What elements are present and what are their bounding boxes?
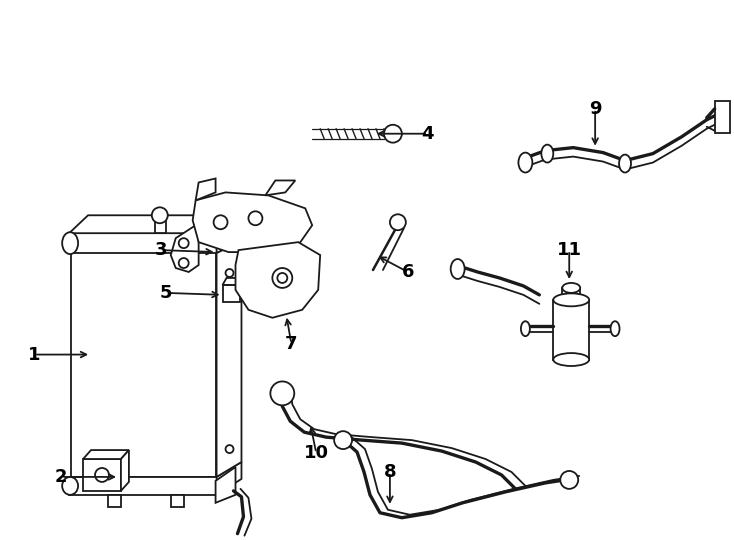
Text: 3: 3 bbox=[155, 241, 167, 259]
Circle shape bbox=[277, 273, 287, 283]
Ellipse shape bbox=[451, 259, 465, 279]
Ellipse shape bbox=[518, 153, 532, 172]
Ellipse shape bbox=[619, 154, 631, 172]
Text: 11: 11 bbox=[556, 241, 582, 259]
Circle shape bbox=[152, 207, 168, 223]
Polygon shape bbox=[121, 450, 129, 491]
Polygon shape bbox=[266, 180, 295, 195]
Polygon shape bbox=[715, 101, 730, 133]
Circle shape bbox=[225, 445, 233, 453]
Text: 6: 6 bbox=[401, 263, 414, 281]
Ellipse shape bbox=[553, 293, 589, 306]
Ellipse shape bbox=[542, 145, 553, 163]
Circle shape bbox=[384, 125, 402, 143]
Polygon shape bbox=[83, 450, 129, 459]
Ellipse shape bbox=[562, 283, 580, 293]
Polygon shape bbox=[192, 192, 312, 252]
Polygon shape bbox=[217, 462, 241, 495]
Text: 2: 2 bbox=[55, 468, 68, 486]
Text: 5: 5 bbox=[159, 284, 172, 302]
Polygon shape bbox=[196, 179, 216, 200]
Polygon shape bbox=[71, 250, 216, 477]
Circle shape bbox=[214, 215, 228, 229]
Polygon shape bbox=[171, 225, 199, 272]
Circle shape bbox=[390, 214, 406, 230]
Polygon shape bbox=[216, 467, 236, 503]
Polygon shape bbox=[222, 285, 241, 302]
Circle shape bbox=[225, 269, 233, 277]
Ellipse shape bbox=[611, 321, 619, 336]
Polygon shape bbox=[562, 288, 580, 300]
Polygon shape bbox=[553, 300, 589, 360]
Polygon shape bbox=[217, 241, 241, 477]
Polygon shape bbox=[69, 477, 217, 495]
Ellipse shape bbox=[553, 353, 589, 366]
Polygon shape bbox=[69, 233, 217, 253]
Polygon shape bbox=[155, 221, 166, 233]
Text: 10: 10 bbox=[304, 444, 329, 462]
Text: 7: 7 bbox=[285, 335, 297, 353]
Polygon shape bbox=[222, 278, 244, 285]
Text: 8: 8 bbox=[384, 463, 396, 481]
Text: 9: 9 bbox=[589, 100, 601, 118]
Polygon shape bbox=[217, 215, 241, 253]
Polygon shape bbox=[236, 242, 320, 318]
Circle shape bbox=[178, 258, 189, 268]
Circle shape bbox=[270, 381, 294, 406]
Polygon shape bbox=[83, 459, 121, 491]
Polygon shape bbox=[171, 495, 184, 507]
Polygon shape bbox=[69, 215, 241, 233]
Circle shape bbox=[272, 268, 292, 288]
Ellipse shape bbox=[62, 232, 78, 254]
Polygon shape bbox=[108, 495, 121, 507]
Circle shape bbox=[95, 468, 109, 482]
Ellipse shape bbox=[62, 477, 78, 495]
Circle shape bbox=[178, 238, 189, 248]
Text: 4: 4 bbox=[421, 125, 434, 143]
Text: 1: 1 bbox=[28, 346, 40, 363]
Circle shape bbox=[334, 431, 352, 449]
Circle shape bbox=[248, 211, 262, 225]
Circle shape bbox=[560, 471, 578, 489]
Ellipse shape bbox=[521, 321, 530, 336]
